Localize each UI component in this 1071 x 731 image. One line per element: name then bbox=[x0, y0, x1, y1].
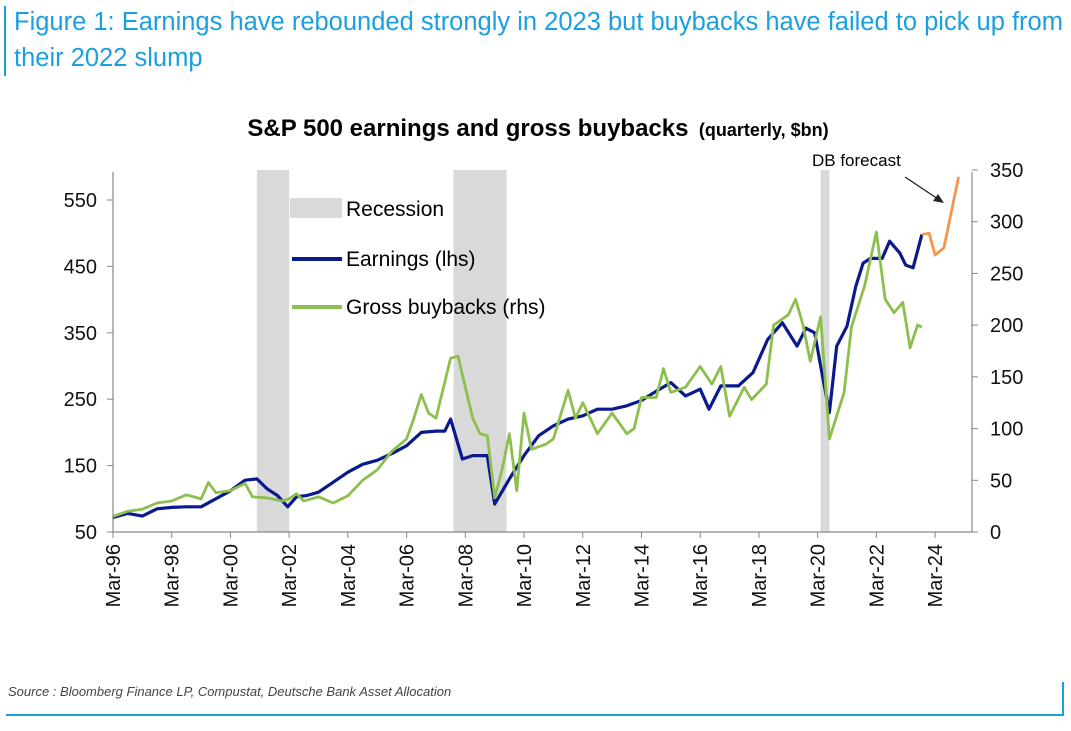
recession-band bbox=[256, 170, 290, 532]
x-tick-label: Mar-98 bbox=[162, 544, 184, 607]
forecast-annotation: DB forecast bbox=[812, 151, 901, 170]
series-lines bbox=[112, 176, 960, 519]
earnings-line bbox=[112, 234, 924, 519]
title-accent-bar bbox=[4, 6, 6, 76]
right-tick-label: 150 bbox=[990, 367, 1023, 389]
x-tick-label: Mar-24 bbox=[925, 544, 947, 607]
chart-title-main: S&P 500 earnings and gross buybacks bbox=[247, 115, 688, 142]
recession-band bbox=[453, 170, 507, 532]
right-tick-label: 300 bbox=[990, 212, 1023, 234]
right-tick-label: 350 bbox=[990, 160, 1023, 182]
x-tick-label: Mar-04 bbox=[338, 544, 360, 607]
buybacks-line bbox=[112, 230, 923, 518]
legend-buybacks-label: Gross buybacks (rhs) bbox=[346, 296, 546, 319]
x-tick-label: Mar-22 bbox=[866, 544, 888, 607]
x-tick-label: Mar-06 bbox=[397, 544, 419, 607]
axes: 50 150 250 350 450 550 0 50 100 150 200 250 300 350 Ma… bbox=[64, 160, 1024, 607]
forecast-arrow bbox=[904, 176, 944, 203]
x-tick-label: Mar-12 bbox=[573, 544, 595, 607]
x-tick-label: Mar-18 bbox=[749, 544, 771, 607]
x-tick-label: Mar-10 bbox=[514, 544, 536, 607]
left-tick-label: 50 bbox=[75, 522, 97, 544]
source-note: Source : Bloomberg Finance LP, Compustat… bbox=[8, 684, 452, 699]
right-tick-label: 0 bbox=[990, 522, 1001, 544]
left-tick-label: 250 bbox=[64, 389, 97, 411]
left-tick-label: 450 bbox=[64, 256, 97, 278]
recession-band bbox=[820, 170, 830, 532]
recession-bands bbox=[256, 170, 830, 532]
legend-earnings-label: Earnings (lhs) bbox=[346, 248, 476, 271]
left-tick-label: 350 bbox=[64, 323, 97, 345]
x-tick-label: Mar-16 bbox=[690, 544, 712, 607]
chart-title: S&P 500 earnings and gross buybacks (qua… bbox=[247, 115, 828, 142]
left-tick-label: 150 bbox=[64, 456, 97, 478]
chart: S&P 500 earnings and gross buybacks (qua… bbox=[64, 115, 1024, 607]
bottom-rule bbox=[6, 714, 1064, 716]
chart-title-sub: (quarterly, $bn) bbox=[699, 120, 829, 140]
legend-recession-label: Recession bbox=[346, 198, 444, 221]
left-tick-label: 550 bbox=[64, 190, 97, 212]
right-rule bbox=[1062, 682, 1064, 716]
x-tick-label: Mar-20 bbox=[808, 544, 830, 607]
legend-recession-swatch bbox=[290, 198, 342, 218]
legend: Recession Earnings (lhs) Gross buybacks … bbox=[290, 198, 546, 319]
x-tick-label: Mar-02 bbox=[279, 544, 301, 607]
forecast-line bbox=[921, 176, 960, 257]
figure-title: Figure 1: Earnings have rebounded strong… bbox=[14, 8, 1063, 72]
x-tick-label: Mar-08 bbox=[455, 544, 477, 607]
right-tick-label: 200 bbox=[990, 315, 1023, 337]
right-tick-label: 250 bbox=[990, 263, 1023, 285]
right-tick-label: 50 bbox=[990, 470, 1012, 492]
x-tick-label: Mar-14 bbox=[631, 544, 653, 607]
x-tick-label: Mar-00 bbox=[220, 544, 242, 607]
x-tick-label: Mar-96 bbox=[103, 544, 125, 607]
right-tick-label: 100 bbox=[990, 419, 1023, 441]
